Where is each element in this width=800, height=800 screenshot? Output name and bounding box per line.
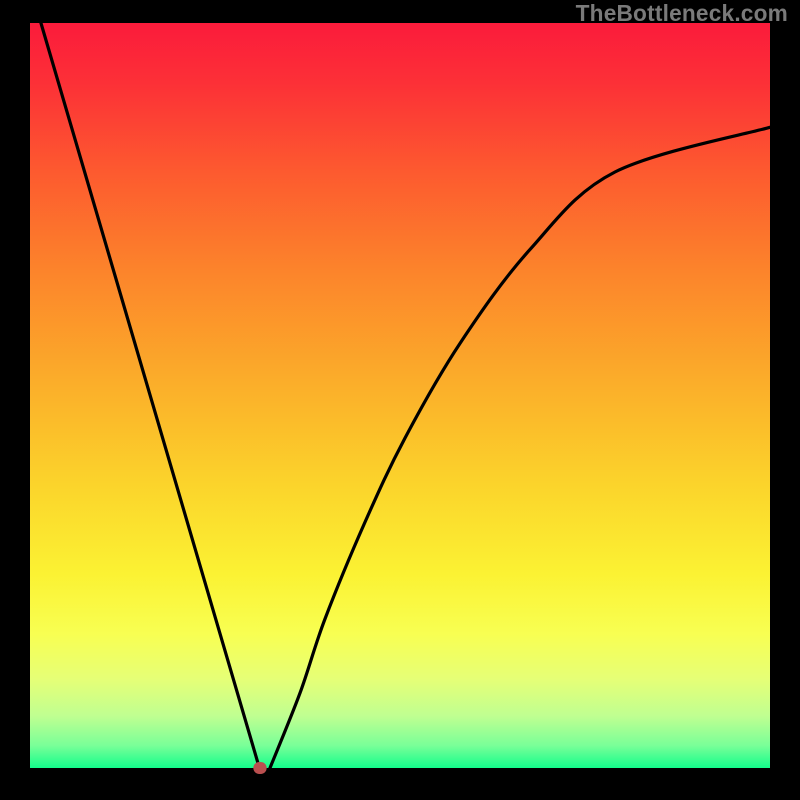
bottleneck-chart: [0, 0, 800, 800]
chart-stage: TheBottleneck.com: [0, 0, 800, 800]
watermark-text: TheBottleneck.com: [576, 0, 788, 27]
optimum-marker: [253, 762, 266, 774]
gradient-background: [30, 23, 770, 768]
